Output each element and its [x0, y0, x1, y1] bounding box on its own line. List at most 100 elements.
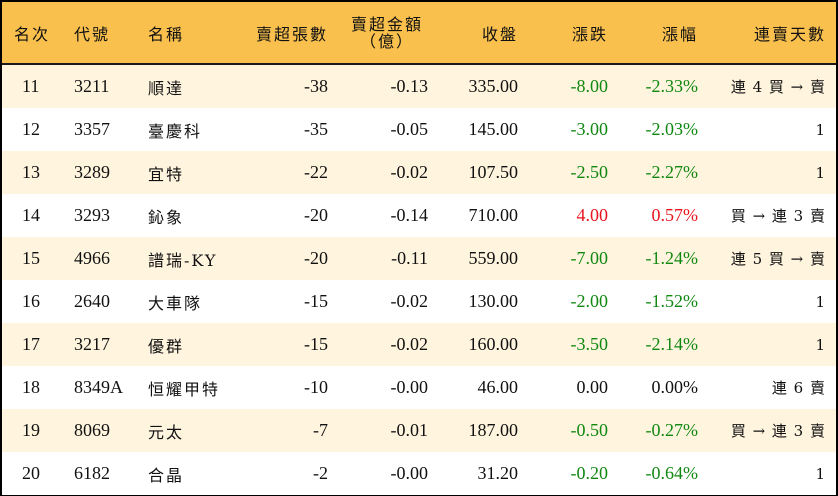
cell-net-sell-amount: -0.13: [390, 76, 429, 96]
cell-close: 160.00: [468, 334, 519, 354]
cell-code: 4966: [74, 248, 110, 268]
cell-net-sell-amount: -0.00: [390, 377, 429, 397]
cell-rank: 19: [22, 420, 40, 440]
cell-net-sell-lots: -2: [313, 463, 328, 483]
cell-code: 2640: [74, 291, 110, 311]
table-row: 16 2640 大車隊 -15 -0.02 130.00 -2.00 -1.52…: [2, 280, 836, 323]
cell-close: 31.20: [477, 463, 519, 483]
cell-code: 3217: [74, 334, 110, 354]
cell-change-pct: -2.27%: [645, 162, 699, 182]
cell-close: 46.00: [477, 377, 519, 397]
cell-change: -7.00: [570, 248, 609, 268]
cell-rank: 14: [22, 205, 40, 225]
cell-rank: 13: [22, 162, 40, 182]
cell-change: 0.00: [576, 377, 609, 397]
cell-change-pct: 0.00%: [651, 377, 699, 397]
cell-consecutive-days: 1: [815, 120, 826, 139]
header-close: 收盤: [481, 24, 518, 44]
cell-change: -2.00: [570, 291, 609, 311]
cell-change-pct: 0.57%: [651, 205, 699, 225]
cell-net-sell-lots: -22: [304, 162, 328, 182]
table-row: 13 3289 宜特 -22 -0.02 107.50 -2.50 -2.27%…: [2, 151, 836, 194]
cell-change: -2.50: [570, 162, 609, 182]
cell-name: 鈊象: [148, 207, 185, 227]
cell-code: 8349A: [74, 377, 123, 397]
cell-net-sell-amount: -0.01: [390, 420, 429, 440]
cell-change-pct: -0.64%: [645, 463, 699, 483]
cell-change-pct: -2.14%: [645, 334, 699, 354]
cell-net-sell-lots: -7: [313, 420, 328, 440]
table-row: 20 6182 合晶 -2 -0.00 31.20 -0.20 -0.64% 1: [2, 452, 836, 495]
cell-rank: 16: [22, 291, 40, 311]
cell-rank: 11: [22, 76, 40, 96]
cell-net-sell-lots: -35: [304, 119, 328, 139]
cell-name: 宜特: [148, 164, 185, 184]
cell-net-sell-lots: -10: [304, 377, 328, 397]
cell-close: 130.00: [468, 291, 519, 311]
cell-consecutive-days: 連 4 買 → 賣: [730, 78, 826, 96]
cell-name: 臺慶科: [148, 121, 203, 141]
cell-change-pct: -1.24%: [645, 248, 699, 268]
cell-net-sell-amount: -0.11: [391, 248, 428, 268]
table-row: 12 3357 臺慶科 -35 -0.05 145.00 -3.00 -2.03…: [2, 108, 836, 151]
cell-change-pct: -2.03%: [645, 119, 699, 139]
cell-code: 8069: [74, 420, 110, 440]
cell-change: 4.00: [576, 205, 609, 225]
table-header: 名次 代號 名稱 賣超張數 賣超金額 （億） 收盤 漲跌 漲幅 連賣天數: [2, 2, 836, 65]
cell-consecutive-days: 買 → 連 3 賣: [730, 207, 826, 225]
header-net-sell-lots: 賣超張數: [255, 24, 328, 44]
cell-consecutive-days: 連 6 賣: [771, 379, 826, 397]
cell-name: 譜瑞-KY: [148, 250, 218, 270]
header-change: 漲跌: [571, 24, 608, 44]
cell-name: 大車隊: [148, 293, 203, 313]
table-row: 19 8069 元太 -7 -0.01 187.00 -0.50 -0.27% …: [2, 409, 836, 452]
cell-change-pct: -0.27%: [645, 420, 699, 440]
cell-consecutive-days: 買 → 連 3 賣: [730, 422, 826, 440]
cell-close: 710.00: [468, 205, 519, 225]
cell-code: 3293: [74, 205, 110, 225]
header-name: 名稱: [148, 24, 185, 44]
cell-code: 3211: [74, 76, 110, 96]
table-row: 14 3293 鈊象 -20 -0.14 710.00 4.00 0.57% 買…: [2, 194, 836, 237]
table-row: 11 3211 順達 -38 -0.13 335.00 -8.00 -2.33%…: [2, 65, 836, 108]
cell-code: 3289: [74, 162, 110, 182]
cell-change: -0.20: [570, 463, 609, 483]
cell-rank: 15: [22, 248, 40, 268]
cell-name: 合晶: [148, 465, 185, 485]
cell-net-sell-lots: -38: [304, 76, 328, 96]
cell-close: 559.00: [468, 248, 519, 268]
header-code: 代號: [74, 24, 111, 44]
cell-net-sell-lots: -15: [304, 334, 328, 354]
cell-net-sell-lots: -20: [304, 248, 328, 268]
header-rank: 名次: [14, 24, 51, 44]
cell-net-sell-amount: -0.02: [390, 334, 429, 354]
cell-consecutive-days: 1: [815, 292, 826, 311]
cell-rank: 18: [22, 377, 40, 397]
cell-change: -0.50: [570, 420, 609, 440]
cell-close: 335.00: [468, 76, 519, 96]
cell-name: 恒耀甲特: [148, 379, 221, 399]
table-row: 17 3217 優群 -15 -0.02 160.00 -3.50 -2.14%…: [2, 323, 836, 366]
cell-change: -3.00: [570, 119, 609, 139]
cell-change-pct: -2.33%: [645, 76, 699, 96]
header-consecutive-days: 連賣天數: [753, 24, 826, 44]
header-net-sell-amount: 賣超金額 （億）: [344, 2, 430, 63]
header-change-pct: 漲幅: [661, 24, 698, 44]
cell-net-sell-amount: -0.05: [390, 119, 429, 139]
cell-rank: 20: [22, 463, 40, 483]
cell-consecutive-days: 1: [815, 163, 826, 182]
cell-code: 6182: [74, 463, 110, 483]
cell-change-pct: -1.52%: [645, 291, 699, 311]
cell-name: 元太: [148, 422, 185, 442]
cell-net-sell-amount: -0.02: [390, 162, 429, 182]
cell-close: 187.00: [468, 420, 519, 440]
cell-consecutive-days: 連 5 買 → 賣: [730, 250, 826, 268]
table-row: 18 8349A 恒耀甲特 -10 -0.00 46.00 0.00 0.00%…: [2, 366, 836, 409]
cell-net-sell-amount: -0.02: [390, 291, 429, 311]
cell-net-sell-amount: -0.00: [390, 463, 429, 483]
header-net-sell-amount-line1: 賣超金額: [350, 14, 423, 34]
cell-rank: 17: [22, 334, 40, 354]
cell-consecutive-days: 1: [815, 464, 826, 483]
cell-rank: 12: [22, 119, 40, 139]
cell-name: 順達: [148, 78, 185, 98]
